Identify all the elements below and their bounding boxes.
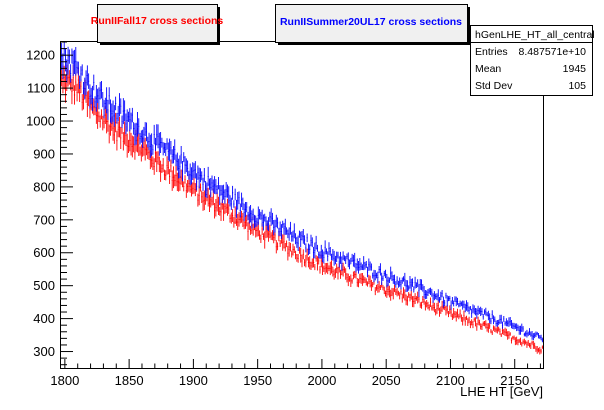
stats-box: hGenLHE_HT_all_central Entries 8.487571e… [470, 25, 595, 96]
x-tick-label: 1800 [50, 373, 79, 388]
x-axis-title: LHE HT [GeV] [460, 384, 543, 399]
legend-red-label: RunIIFall17 cross sections [91, 15, 224, 27]
series-red-histogram [61, 63, 543, 355]
y-tick-label: 900 [33, 146, 55, 161]
x-tick-label: 2000 [307, 373, 336, 388]
stats-stddev-label: Std Dev [475, 80, 513, 92]
x-tick-label: 1900 [179, 373, 208, 388]
legend-blue: RunIISummer20UL17 cross sections [275, 4, 470, 45]
data-layer [61, 42, 543, 355]
y-tick-label: 300 [33, 344, 55, 359]
series-blue-histogram [61, 42, 543, 343]
y-tick-label: 400 [33, 311, 55, 326]
x-tick-label: 1950 [243, 373, 272, 388]
x-tick-label: 1850 [115, 373, 144, 388]
y-tick-label: 800 [33, 179, 55, 194]
x-tick-label: 2100 [436, 373, 465, 388]
histogram-bins [61, 42, 543, 343]
y-tick-label: 700 [33, 212, 55, 227]
stats-entries-value: 8.487571e+10 [519, 46, 587, 58]
y-tick-label: 500 [33, 278, 55, 293]
y-tick-label: 600 [33, 245, 55, 260]
y-tick-label: 1100 [27, 81, 55, 96]
stats-mean-value: 1945 [563, 63, 587, 75]
y-axis: 300 400 500 600 700 800 900 1000 1100 1200 [26, 41, 73, 366]
x-tick-label: 2150 [500, 373, 529, 388]
stats-stddev-value: 105 [568, 80, 586, 92]
x-axis: 1800 1850 1900 1950 2000 2050 2100 2150 [50, 359, 541, 388]
legend-blue-label: RunIISummer20UL17 cross sections [280, 16, 462, 28]
stats-mean-label: Mean [475, 63, 501, 75]
legend-red: RunIIFall17 cross sections [91, 4, 224, 45]
stats-title: hGenLHE_HT_all_central [475, 29, 595, 41]
plot-frame [60, 41, 544, 369]
stats-entries-label: Entries [475, 46, 508, 58]
y-tick-label: 1000 [26, 114, 55, 129]
histogram-bins [61, 63, 543, 355]
x-tick-label: 2050 [372, 373, 401, 388]
y-tick-label: 1200 [26, 48, 55, 63]
